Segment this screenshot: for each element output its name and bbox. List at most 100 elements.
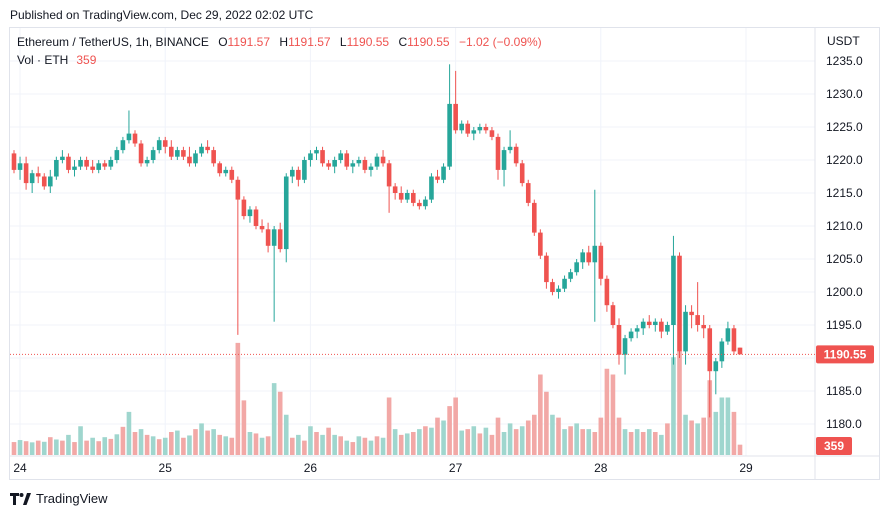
volume-bar (156, 439, 162, 455)
change-value: −1.02 (−0.09%) (458, 35, 542, 49)
volume-bar (205, 430, 210, 455)
candle-body (60, 156, 65, 160)
candle-body (404, 193, 410, 200)
price-tick-label: 1180.0 (826, 417, 862, 431)
candle (259, 219, 265, 233)
candle (411, 189, 416, 207)
volume-bar (265, 436, 271, 455)
candle (283, 173, 289, 263)
candle (374, 153, 380, 170)
volume-bar (108, 438, 114, 455)
time-tick-label: 24 (13, 461, 27, 475)
candle-body (223, 169, 229, 174)
candle-body (695, 315, 700, 325)
published-caption: Published on TradingView.com, Dec 29, 20… (10, 8, 314, 22)
candle (634, 325, 640, 339)
candle-body (538, 232, 543, 256)
volume-bar (96, 441, 101, 455)
price-tick-label: 1215.0 (826, 186, 863, 200)
candle-body (144, 160, 150, 164)
candle-body (507, 146, 513, 151)
low-label: L (339, 35, 347, 49)
candle-body (308, 153, 313, 160)
volume-bar (695, 423, 700, 455)
price-tick-label: 1225.0 (826, 120, 863, 134)
candle (144, 156, 150, 167)
candle (350, 160, 356, 174)
candle (665, 321, 670, 335)
volume-bar (314, 432, 319, 455)
candle-body (229, 169, 235, 180)
candle (689, 305, 694, 329)
volume-bar (489, 434, 495, 455)
candle-body (689, 311, 694, 316)
last-price-markers: 1190.55 359 (10, 345, 874, 455)
candle-body (193, 153, 198, 164)
high-label: H (279, 35, 289, 49)
candle-body (435, 176, 440, 180)
volume-bar (719, 397, 725, 455)
candle-body (731, 328, 737, 352)
volume-bar (175, 430, 180, 455)
volume-bar (550, 414, 555, 455)
volume-bar (271, 383, 277, 455)
candle-body (374, 156, 380, 167)
candle-body (326, 163, 331, 167)
candle-body (737, 347, 743, 355)
volume-bar (677, 351, 682, 455)
candle (532, 199, 537, 236)
candle (725, 321, 731, 345)
volume-bar (574, 423, 579, 455)
candle (41, 173, 47, 190)
volume-bar (471, 426, 477, 455)
candle-body (169, 146, 174, 157)
close-value: 1190.55 (407, 35, 450, 49)
volume-bar (628, 432, 634, 455)
volume-bar (532, 414, 537, 455)
candle (368, 163, 374, 177)
candle (308, 150, 313, 167)
candle (538, 229, 543, 259)
candle-body (72, 166, 77, 170)
candle (150, 146, 156, 164)
volume-bar (713, 411, 719, 455)
candle-body (84, 160, 89, 167)
volume-bar (507, 423, 513, 455)
candle (66, 153, 71, 174)
candle (356, 156, 362, 167)
candle (562, 275, 567, 292)
candle-body (616, 325, 622, 355)
volume-bar (229, 437, 235, 455)
candle-body (429, 176, 434, 200)
volume-bar (253, 433, 259, 455)
candle-body (713, 361, 719, 372)
candle-body (271, 229, 277, 246)
volume-bar (72, 442, 77, 455)
candle-body (380, 156, 386, 164)
candle (380, 150, 386, 167)
volume-bar (187, 435, 192, 455)
candle-body (217, 163, 222, 174)
volume-bar (350, 442, 356, 455)
candle (235, 176, 241, 335)
candle (646, 315, 652, 329)
candle-body (17, 163, 23, 170)
volume-bar (368, 440, 374, 455)
candle (320, 146, 325, 167)
candle (556, 285, 561, 299)
candle-body (671, 255, 676, 325)
candle-body (290, 169, 295, 177)
footer-brand[interactable]: TradingView (10, 491, 108, 506)
candle-body (719, 341, 725, 362)
candle-body (556, 288, 561, 292)
candle (447, 64, 452, 170)
candle-body (634, 328, 640, 332)
time-axis: 24 25 26 27 28 29 (10, 455, 880, 475)
volume-bar (616, 417, 622, 455)
candle (223, 166, 229, 177)
volume-bar (459, 430, 464, 455)
volume-bar (320, 434, 325, 455)
volume-bar (114, 434, 120, 455)
volume-bar (126, 411, 132, 455)
